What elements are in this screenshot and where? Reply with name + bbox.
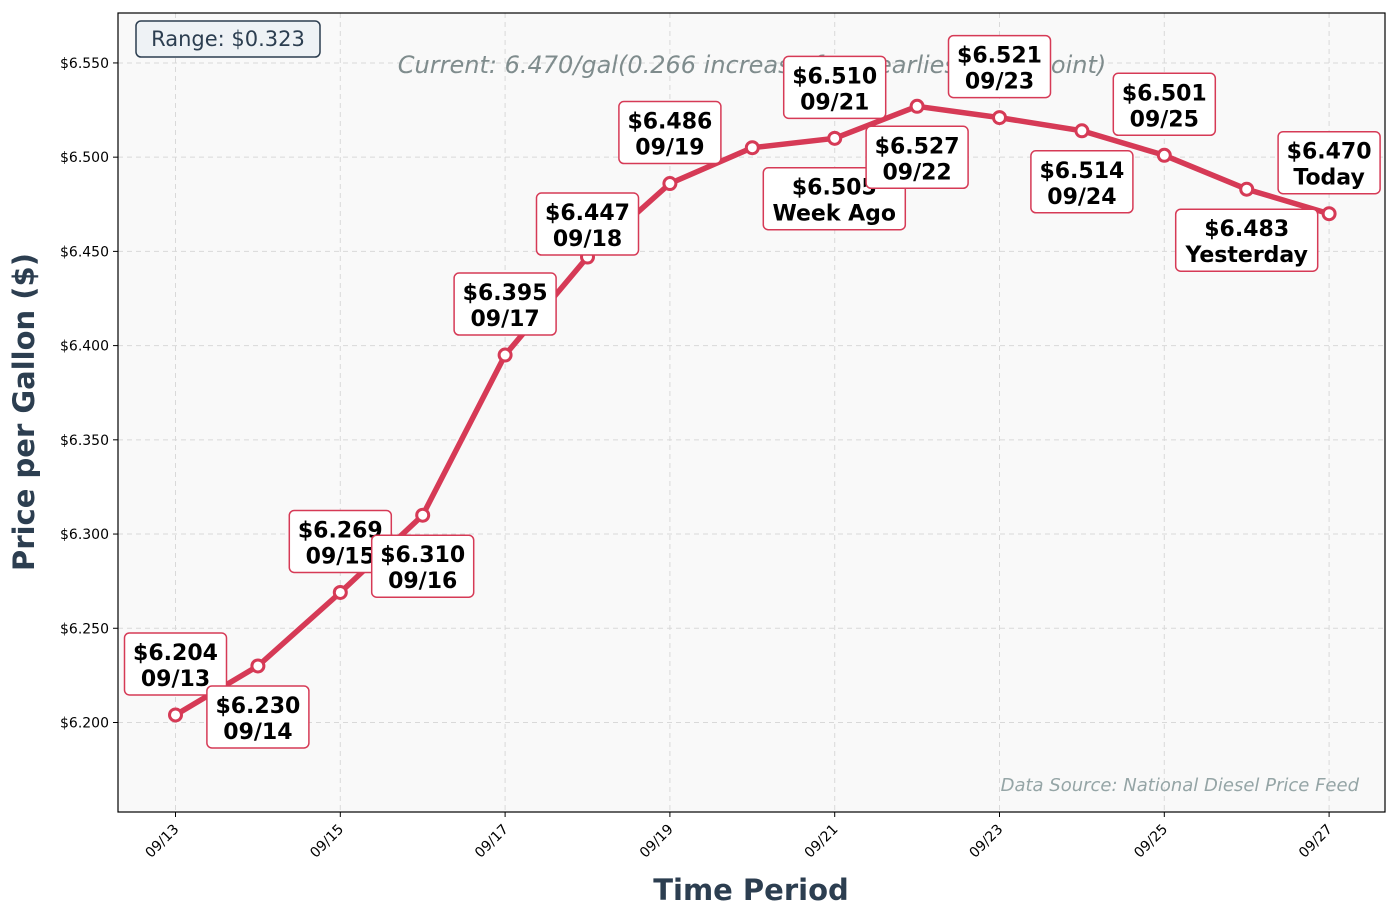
x-tick-label: 09/19	[637, 822, 677, 862]
data-label-box	[453, 272, 557, 336]
data-label-box	[947, 34, 1052, 99]
data-point	[415, 507, 431, 523]
x-tick-label: 09/15	[307, 822, 347, 862]
data-label-price: $6.510	[792, 64, 877, 89]
x-tick-label: 09/13	[142, 822, 182, 862]
data-label-date: Yesterday	[1184, 243, 1307, 268]
data-label-price: $6.395	[463, 281, 548, 306]
data-label-date: 09/19	[635, 136, 704, 161]
data-label-box	[1277, 130, 1381, 195]
data-label-price: $6.447	[545, 201, 630, 226]
data-label-price: $6.470	[1287, 140, 1372, 165]
data-label-date: 09/25	[1130, 107, 1199, 132]
data-point	[497, 347, 513, 363]
y-tick-label: $6.450	[60, 244, 109, 260]
x-tick-label: 09/27	[1296, 822, 1336, 862]
data-point	[909, 98, 925, 114]
data-label-date: Today	[1293, 166, 1364, 191]
data-label-price: $6.483	[1204, 217, 1289, 242]
data-point	[332, 584, 348, 600]
data-label-date: 09/13	[141, 667, 210, 692]
data-label-box	[1112, 72, 1217, 137]
data-label-date: 09/18	[553, 227, 622, 252]
data-label-box	[535, 192, 640, 256]
data-point	[168, 707, 183, 723]
data-point	[992, 110, 1007, 126]
y-tick-label: $6.500	[60, 150, 109, 166]
x-tick-label: 09/17	[472, 822, 512, 862]
data-label-price: $6.230	[215, 694, 300, 719]
y-tick-label: $6.250	[60, 621, 109, 637]
data-label-price: $6.527	[875, 134, 960, 159]
data-label-box	[782, 55, 887, 120]
data-label-box	[123, 632, 228, 696]
data-point	[250, 658, 266, 674]
data-label-date: Week Ago	[773, 202, 897, 227]
data-label-box	[370, 534, 475, 598]
data-label-date: 09/14	[223, 720, 292, 745]
data-label-price: $6.521	[957, 44, 1042, 69]
data-point	[1156, 147, 1172, 163]
data-label-date: 09/15	[306, 544, 375, 569]
x-tick-label: 09/21	[802, 822, 842, 862]
data-label-price: $6.204	[133, 641, 218, 666]
data-label-date: 09/22	[882, 160, 951, 185]
data-label-price: $6.505	[792, 176, 877, 201]
x-tick-label: 09/23	[966, 822, 1006, 862]
data-label-box	[618, 100, 722, 165]
data-label-date: 09/23	[965, 70, 1034, 95]
plot-frame	[117, 12, 1386, 813]
range-annotation: Range: $0.323	[151, 27, 305, 51]
y-axis-label: Price per Gallon ($)	[7, 253, 41, 571]
data-label-date: 09/16	[388, 569, 457, 594]
range-box	[135, 20, 321, 58]
data-label-date: 09/17	[470, 307, 539, 332]
data-label-price: $6.269	[298, 518, 383, 543]
data-point	[827, 130, 843, 146]
y-tick-label: $6.350	[60, 433, 109, 449]
y-tick-label: $6.400	[60, 339, 109, 355]
data-point	[1074, 123, 1090, 139]
data-label-date: 09/21	[800, 90, 869, 115]
x-tick-label: 09/25	[1131, 822, 1171, 862]
data-source-note: Data Source: National Diesel Price Feed	[1001, 775, 1360, 796]
x-axis-label: Time Period	[653, 873, 849, 907]
data-point	[744, 140, 760, 156]
data-point	[1321, 206, 1337, 222]
y-tick-label: $6.300	[60, 527, 109, 543]
y-tick-label: $6.550	[60, 56, 109, 72]
data-label-box	[206, 685, 310, 749]
data-label-date: 09/24	[1047, 185, 1116, 210]
data-label-price: $6.501	[1122, 81, 1207, 106]
data-label-price: $6.310	[380, 543, 465, 568]
data-point	[1239, 181, 1255, 197]
data-label-price: $6.486	[627, 110, 712, 135]
data-label-box	[1174, 208, 1319, 272]
data-label-price: $6.514	[1039, 159, 1124, 184]
y-tick-label: $6.200	[60, 715, 109, 731]
data-label-box	[865, 125, 969, 190]
data-point	[662, 176, 678, 192]
data-label-box	[1030, 150, 1134, 214]
